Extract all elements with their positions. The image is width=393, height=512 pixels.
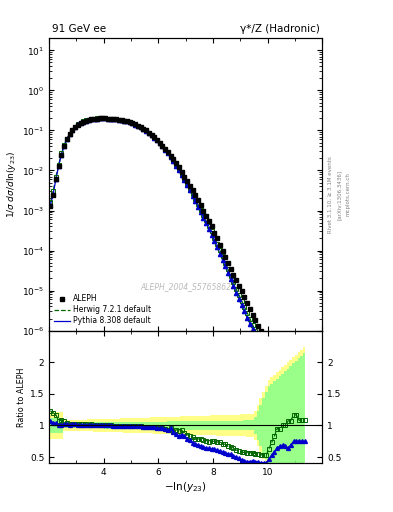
Pythia 8.308 default bbox=[149, 132, 154, 138]
Text: 91 GeV ee: 91 GeV ee bbox=[52, 24, 106, 34]
Herwig 7.2.1 default bbox=[157, 140, 162, 146]
Pythia 8.308 default bbox=[48, 202, 53, 208]
Herwig 7.2.1 default bbox=[297, 363, 301, 369]
Herwig 7.2.1 default bbox=[116, 117, 121, 123]
Pythia 8.308 default bbox=[157, 140, 162, 146]
Pythia 8.308 default bbox=[204, 220, 209, 226]
Text: ALEPH_2004_S5765862: ALEPH_2004_S5765862 bbox=[140, 282, 231, 291]
Herwig 7.2.1 default bbox=[204, 217, 209, 223]
ALEPH bbox=[157, 139, 162, 145]
Herwig 7.2.1 default bbox=[48, 199, 53, 205]
ALEPH bbox=[97, 115, 102, 121]
Line: ALEPH: ALEPH bbox=[48, 116, 307, 370]
Text: [arXiv:1306.3436]: [arXiv:1306.3436] bbox=[337, 169, 342, 220]
Line: Pythia 8.308 default: Pythia 8.308 default bbox=[50, 118, 305, 372]
Pythia 8.308 default bbox=[242, 308, 247, 314]
Y-axis label: Ratio to ALEPH: Ratio to ALEPH bbox=[17, 367, 26, 426]
ALEPH bbox=[48, 203, 53, 209]
X-axis label: $-\ln(y_{23})$: $-\ln(y_{23})$ bbox=[164, 480, 207, 494]
Text: mcplots.cern.ch: mcplots.cern.ch bbox=[345, 173, 350, 217]
Y-axis label: $1/\sigma\;d\sigma/d\ln(y_{23})$: $1/\sigma\;d\sigma/d\ln(y_{23})$ bbox=[5, 151, 18, 218]
Pythia 8.308 default bbox=[116, 117, 121, 123]
Pythia 8.308 default bbox=[302, 369, 307, 375]
Pythia 8.308 default bbox=[97, 115, 102, 121]
Herwig 7.2.1 default bbox=[242, 304, 247, 310]
ALEPH bbox=[149, 132, 154, 138]
ALEPH bbox=[116, 116, 121, 122]
ALEPH bbox=[291, 365, 296, 371]
ALEPH bbox=[242, 294, 247, 301]
Herwig 7.2.1 default bbox=[149, 132, 154, 138]
Line: Herwig 7.2.1 default: Herwig 7.2.1 default bbox=[50, 118, 305, 366]
Herwig 7.2.1 default bbox=[302, 363, 307, 369]
ALEPH bbox=[92, 116, 97, 122]
Text: Rivet 3.1.10, ≥ 3.1M events: Rivet 3.1.10, ≥ 3.1M events bbox=[328, 156, 333, 233]
Herwig 7.2.1 default bbox=[92, 116, 97, 122]
Pythia 8.308 default bbox=[92, 116, 97, 122]
Herwig 7.2.1 default bbox=[97, 115, 102, 121]
Legend: ALEPH, Herwig 7.2.1 default, Pythia 8.308 default: ALEPH, Herwig 7.2.1 default, Pythia 8.30… bbox=[53, 293, 152, 327]
ALEPH bbox=[204, 212, 209, 219]
Text: γ*/Z (Hadronic): γ*/Z (Hadronic) bbox=[240, 24, 320, 34]
Pythia 8.308 default bbox=[286, 369, 290, 375]
ALEPH bbox=[302, 365, 307, 371]
